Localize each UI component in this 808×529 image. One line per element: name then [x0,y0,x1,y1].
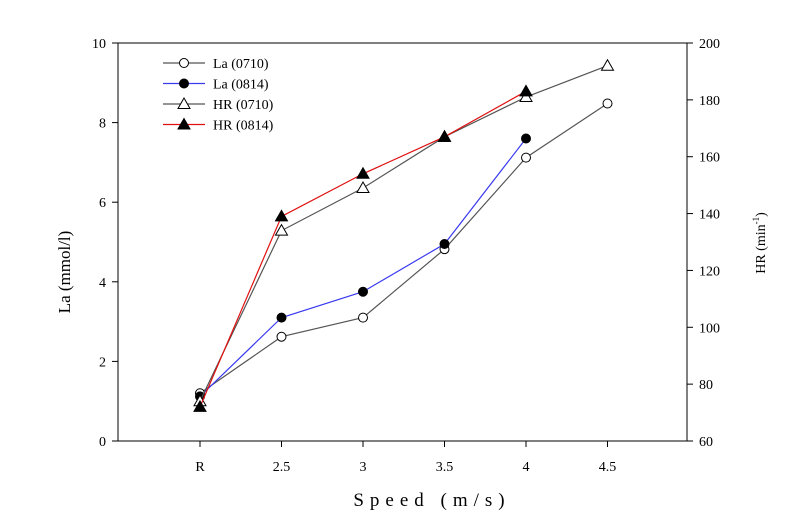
series-hr-0814 [193,84,533,412]
filled-triangle-marker [274,209,289,222]
open-circle-marker [358,312,368,323]
open-triangle-marker [177,96,191,109]
y-left-tick-label: 6 [99,196,106,211]
x-tick-label: R [195,460,205,475]
open-circle-marker [602,98,613,109]
legend-label: HR (0710) [213,98,274,113]
y-axis-right-title: HR (min-1) [751,212,769,274]
y-left-tick-label: 2 [99,355,106,370]
y-right-tick-label: 120 [699,264,720,279]
open-circle-marker [276,331,287,342]
legend-label: La (0814) [213,78,269,93]
series-line [199,102,608,394]
series-la-0710 [195,98,613,399]
y-axis-right-title-sup: -1 [751,217,761,225]
y-axis-left-title: La (mmol/l) [55,231,74,314]
legend-label: HR (0814) [213,119,274,134]
series-line [199,65,608,402]
axes: 0 2 4 6 8 10 60 80 100 120 140 160 180 200 R 2.5 3 3.5 4 4.… [92,37,720,475]
filled-triangle-marker [177,117,191,130]
filled-circle-marker [521,133,531,144]
filled-triangle-marker [193,399,207,412]
filled-circle-marker [276,312,287,323]
series-layer [193,58,615,412]
y-right-tick-label: 60 [699,435,713,450]
open-triangle-marker [356,180,370,193]
filled-circle-marker [179,78,189,89]
y-left-tick-label: 8 [99,117,106,132]
y-axis-right-title-close: ) [754,212,769,217]
legend: La (0710) La (0814) HR (0710) HR (0814) [163,57,274,134]
x-tick-label: 4.5 [599,460,617,475]
open-circle-marker [179,58,189,68]
legend-label: La (0710) [213,57,269,72]
y-right-tick-label: 100 [699,321,720,336]
y-right-tick-label: 160 [699,151,720,166]
x-tick-label: 4 [523,460,530,475]
y-right-tick-label: 140 [699,208,720,223]
filled-triangle-marker [437,129,452,142]
y-right-tick-label: 200 [699,37,720,52]
open-triangle-marker [274,223,289,236]
y-right-tick-label: 80 [699,378,713,393]
filled-triangle-marker [356,166,370,179]
y-right-tick-label: 180 [699,94,720,109]
x-tick-label: 3.5 [436,460,454,475]
legend-item: La (0814) [163,78,269,93]
y-left-tick-label: 0 [99,435,106,450]
legend-item: La (0710) [163,57,269,72]
x-tick-label: 3 [360,460,367,475]
filled-triangle-marker [519,84,533,97]
y-left-tick-label: 4 [99,276,106,291]
plot-frame [117,42,688,442]
filled-circle-marker [358,286,368,297]
y-axis-right-title-base: HR (min [754,224,769,273]
y-left-tick-label: 10 [92,37,106,52]
filled-circle-marker [439,238,450,249]
x-tick-label: 2.5 [273,460,291,475]
x-axis-title: Speed (m/s) [353,490,510,511]
legend-item: HR (0814) [163,117,274,134]
legend-item: HR (0710) [163,96,274,113]
open-circle-marker [521,152,531,163]
open-triangle-marker [600,58,615,71]
